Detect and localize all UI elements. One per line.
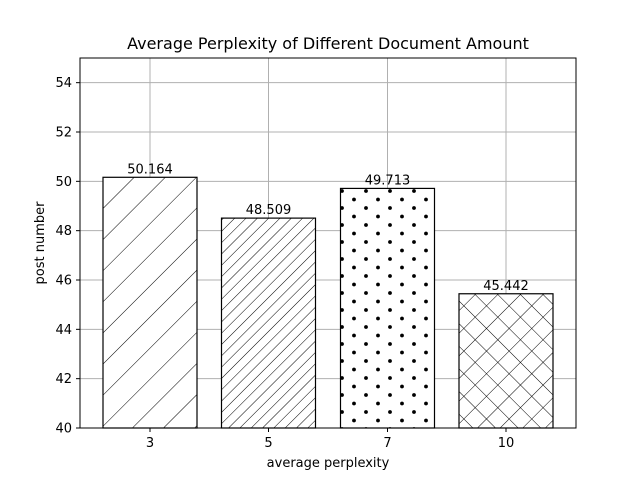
y-tick-label: 50 (55, 175, 72, 190)
x-tick-label: 3 (146, 436, 154, 451)
y-axis-ticks: 40 42 44 46 48 50 52 54 (55, 76, 80, 437)
bar (220, 217, 317, 429)
bar (102, 176, 198, 429)
bar-value-labels: 50.164 48.509 49.713 45.442 (127, 162, 529, 293)
bar-value-label: 48.509 (246, 203, 292, 218)
plot-frame (79, 57, 577, 429)
x-axis-ticks: 3 5 7 10 (146, 428, 514, 451)
x-tick-label: 5 (264, 436, 272, 451)
bar-value-label: 45.442 (483, 279, 529, 294)
y-tick-label: 54 (55, 76, 72, 91)
bar-value-label: 49.713 (365, 173, 411, 188)
y-tick-label: 46 (55, 274, 72, 289)
y-axis-label: post number (33, 201, 48, 285)
y-tick-label: 44 (55, 323, 72, 338)
bar-value-label: 50.164 (127, 162, 173, 177)
y-tick-label: 42 (55, 372, 72, 387)
x-tick-label: 10 (498, 436, 515, 451)
x-axis-label: average perplexity (267, 456, 390, 471)
y-tick-label: 48 (55, 224, 72, 239)
x-tick-label: 7 (383, 436, 391, 451)
chart-title: Average Perplexity of Different Document… (127, 34, 529, 53)
y-tick-label: 40 (55, 422, 72, 437)
y-tick-label: 52 (55, 126, 72, 141)
bar (339, 187, 436, 429)
bar (458, 293, 554, 429)
bars (102, 176, 554, 429)
